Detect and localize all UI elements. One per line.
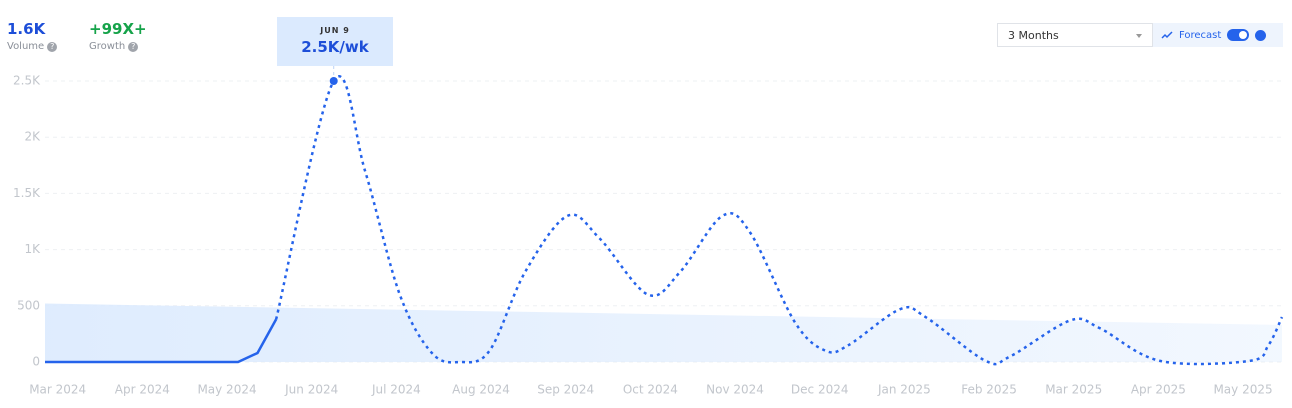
- forecast-label: Forecast: [1179, 29, 1222, 41]
- x-tick-label: Nov 2024: [706, 383, 764, 397]
- forecast-line: [274, 75, 1284, 366]
- volume-label-text: Volume: [7, 41, 45, 52]
- y-tick-label: 500: [17, 298, 40, 312]
- tooltip-value: 2.5K/wk: [301, 38, 369, 56]
- forecast-toggle[interactable]: Forecast: [1153, 23, 1283, 47]
- x-tick-label: Sep 2024: [537, 383, 594, 397]
- trend-icon: [1161, 31, 1173, 39]
- x-tick-label: Mar 2025: [1045, 383, 1102, 397]
- toggle[interactable]: [1227, 29, 1250, 41]
- x-tick-label: Apr 2025: [1131, 383, 1186, 397]
- highlight-point: [329, 77, 338, 85]
- x-tick-label: Apr 2024: [115, 383, 170, 397]
- x-tick-label: Jun 2024: [284, 383, 338, 397]
- x-tick-label: Oct 2024: [623, 383, 678, 397]
- y-tick-label: 1.5K: [13, 186, 41, 200]
- x-tick-label: Feb 2025: [961, 383, 1017, 397]
- growth-label: Growth?: [89, 41, 147, 52]
- growth-label-text: Growth: [89, 41, 126, 52]
- x-tick-label: Aug 2024: [452, 383, 510, 397]
- x-tick-label: Jul 2024: [371, 383, 421, 397]
- range-dropdown[interactable]: 3 Months: [997, 23, 1153, 47]
- volume-value: 1.6K: [7, 20, 46, 38]
- y-tick-label: 2K: [24, 130, 41, 144]
- x-tick-label: Jan 2025: [877, 383, 931, 397]
- tooltip-date: JUN 9: [320, 26, 350, 35]
- controls: 3 Months Forecast: [997, 23, 1283, 47]
- x-tick-label: May 2025: [1213, 383, 1272, 397]
- volume-stat: 1.6K Volume?: [7, 20, 58, 52]
- x-tick-label: Dec 2024: [791, 383, 849, 397]
- y-tick-label: 1K: [24, 242, 41, 256]
- x-tick-label: Mar 2024: [29, 383, 86, 397]
- y-tick-label: 2.5K: [13, 74, 41, 88]
- trend-area: [45, 303, 1282, 362]
- help[interactable]: [1255, 29, 1267, 41]
- growth-value: +99X+: [89, 20, 147, 38]
- x-tick-label: May 2024: [197, 383, 256, 397]
- y-tick-label: 0: [32, 355, 40, 369]
- tooltip: JUN 9 2.5K/wk: [277, 17, 393, 66]
- growth-stat: +99X+ Growth?: [89, 20, 147, 52]
- actual-line: [44, 318, 278, 364]
- volume-label: Volume?: [7, 41, 58, 52]
